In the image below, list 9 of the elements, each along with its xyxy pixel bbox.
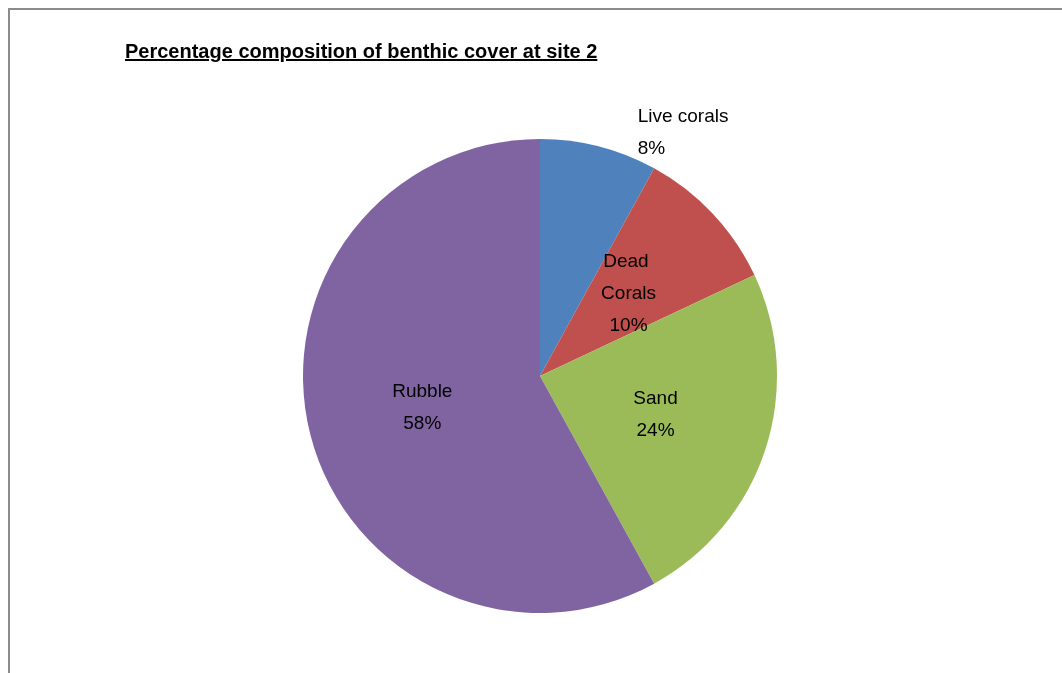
data-label: 58% [403,411,442,433]
data-label: 10% [609,314,648,336]
slice-label: Live corals [637,105,729,127]
data-label: 24% [636,419,675,441]
chart-title: Percentage composition of benthic cover at site 2 [125,40,598,63]
slice-label: Rubble [392,379,453,401]
data-label: 8% [637,137,666,159]
slice-label: Sand [633,387,678,409]
slice-label: Dead Corals [601,250,657,304]
